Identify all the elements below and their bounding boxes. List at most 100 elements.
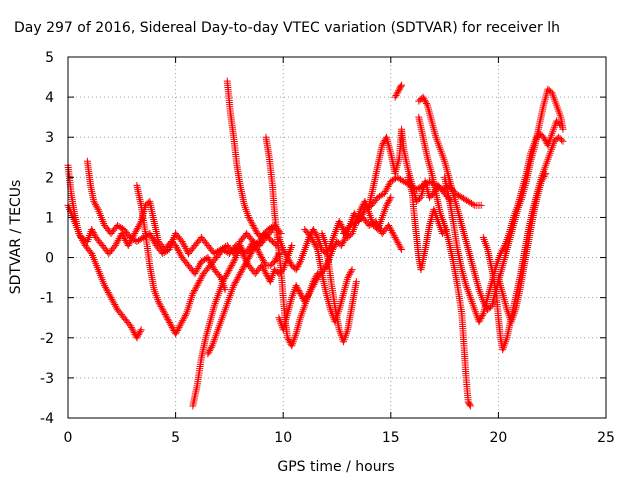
data-point (476, 316, 484, 324)
data-point (384, 198, 392, 206)
data-point (421, 96, 429, 104)
data-point (222, 271, 230, 279)
x-axis-label: GPS time / hours (277, 459, 394, 475)
y-tick-label: 3 (45, 130, 54, 146)
data-point (251, 225, 259, 233)
data-point (204, 350, 212, 358)
data-point (532, 136, 540, 144)
data-point (160, 307, 168, 315)
data-point (232, 277, 240, 285)
data-point (337, 221, 345, 229)
y-tick-labels: -4 -3 -2 -1 0 1 2 3 4 5 (40, 50, 54, 427)
chart-title: Day 297 of 2016, Sidereal Day-to-day VTE… (14, 20, 560, 36)
data-point (313, 244, 321, 252)
x-tick-label: 10 (274, 430, 292, 446)
data-point (313, 232, 321, 240)
data-point (230, 282, 238, 290)
data-point (338, 222, 346, 230)
data-point (540, 173, 548, 181)
data-point (285, 257, 293, 265)
data-point (296, 290, 304, 298)
data-point (387, 193, 395, 201)
data-point (347, 267, 355, 275)
data-point (537, 177, 545, 185)
data-points (64, 77, 567, 410)
data-point (540, 133, 548, 141)
data-point (296, 259, 304, 267)
data-point (312, 230, 320, 238)
data-point (166, 320, 174, 328)
data-point (260, 258, 268, 266)
data-point (477, 201, 485, 209)
data-point (156, 301, 164, 309)
data-point (237, 269, 245, 277)
data-point (499, 245, 507, 253)
data-point (206, 347, 214, 355)
data-point (382, 201, 390, 209)
data-point (310, 227, 318, 235)
data-point (164, 315, 172, 323)
data-point (223, 270, 231, 278)
data-point (222, 273, 230, 281)
data-point (378, 141, 386, 149)
data-point (345, 270, 353, 278)
data-point (398, 246, 406, 254)
data-point (134, 332, 142, 340)
data-point (154, 298, 162, 306)
data-point (133, 334, 141, 342)
data-point (248, 248, 256, 256)
data-point (398, 81, 406, 89)
data-point (192, 283, 200, 291)
data-point (531, 137, 539, 145)
data-point (294, 285, 302, 293)
y-tick-label: 2 (45, 170, 54, 186)
data-point (245, 253, 253, 261)
data-point (246, 251, 254, 259)
data-point (282, 250, 290, 258)
data-point (163, 314, 171, 322)
data-point (168, 323, 176, 331)
data-point (242, 259, 250, 267)
data-point (165, 317, 173, 325)
data-point (286, 258, 294, 266)
data-point (280, 247, 288, 255)
data-point (235, 272, 243, 280)
data-point (231, 280, 239, 288)
data-point (136, 327, 144, 335)
data-point (248, 220, 256, 228)
data-point (160, 309, 168, 317)
data-point (297, 291, 305, 299)
x-tick-labels: 0 5 10 15 20 25 (64, 430, 615, 446)
data-point (394, 88, 402, 96)
data-point (283, 252, 291, 260)
data-point (224, 249, 232, 257)
data-point (172, 330, 180, 338)
data-point (224, 268, 232, 276)
data-point (259, 255, 267, 263)
plot-frame (67, 56, 607, 419)
data-point (559, 137, 567, 145)
data-point (189, 290, 197, 298)
data-point (271, 258, 279, 266)
data-point (383, 200, 391, 208)
data-point (244, 254, 252, 262)
y-tick-label: 4 (45, 90, 54, 106)
data-point (292, 282, 300, 290)
x-tick-label: 25 (597, 430, 615, 446)
data-point (357, 205, 365, 213)
data-point (539, 174, 547, 182)
data-point (292, 266, 300, 274)
y-tick-label: -3 (40, 371, 54, 387)
data-point (249, 238, 257, 246)
data-point (181, 311, 189, 319)
data-point (262, 270, 270, 278)
data-point (478, 311, 486, 319)
data-point (236, 270, 244, 278)
data-point (261, 268, 269, 276)
data-point (227, 263, 235, 271)
data-point (240, 262, 248, 270)
data-point (559, 125, 567, 133)
data-point (249, 246, 257, 254)
data-point (475, 318, 483, 326)
data-point (88, 225, 96, 233)
